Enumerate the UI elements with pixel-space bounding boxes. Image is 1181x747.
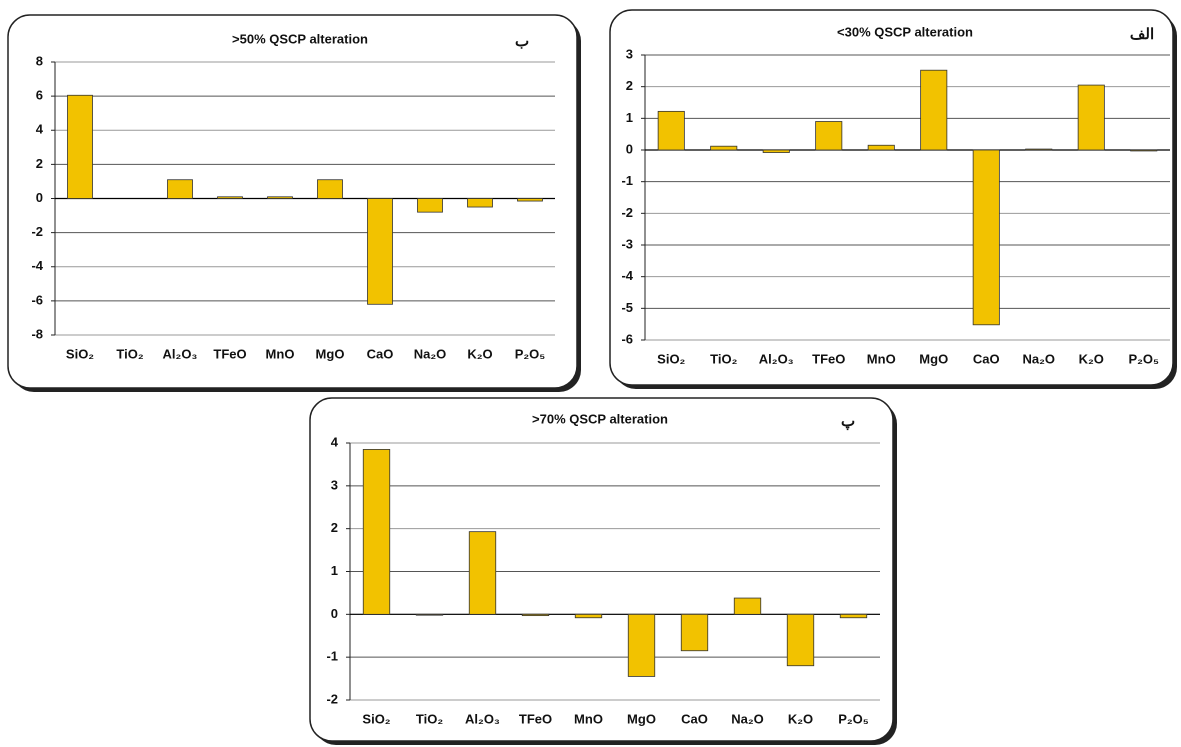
- bar: [67, 94, 93, 199]
- panel-label: الف: [1130, 26, 1154, 43]
- y-tick-label: 3: [331, 477, 338, 492]
- x-tick-label: CaO: [681, 711, 708, 726]
- y-tick-label: -2: [621, 205, 633, 220]
- x-tick-label: MgO: [316, 346, 345, 361]
- y-tick-label: 0: [626, 141, 633, 156]
- x-tick-label: P₂O₅: [1128, 351, 1159, 366]
- y-tick-label: -2: [326, 691, 338, 706]
- bar: [733, 597, 762, 615]
- bar: [1130, 149, 1158, 152]
- y-tick-label: -1: [621, 173, 633, 188]
- x-tick-label: SiO₂: [66, 346, 94, 361]
- x-tick-label: MnO: [574, 711, 603, 726]
- y-tick-label: 4: [331, 434, 339, 449]
- bar: [867, 144, 895, 151]
- y-tick-label: -2: [31, 224, 43, 239]
- chart-title: >70% QSCP alteration: [532, 411, 668, 426]
- panel-label: ب: [515, 33, 529, 50]
- bar: [627, 613, 656, 677]
- y-tick-label: -5: [621, 300, 633, 315]
- x-tick-label: MgO: [919, 351, 948, 366]
- chart-title: >50% QSCP alteration: [232, 31, 368, 46]
- bar: [468, 531, 497, 615]
- bar: [786, 613, 815, 667]
- x-tick-label: TFeO: [812, 351, 845, 366]
- y-tick-label: 0: [331, 606, 338, 621]
- y-tick-label: -6: [31, 292, 43, 307]
- x-tick-label: K₂O: [788, 711, 813, 726]
- y-tick-label: -4: [31, 258, 43, 273]
- x-tick-label: SiO₂: [657, 351, 685, 366]
- x-tick-label: P₂O₅: [838, 711, 869, 726]
- bar: [839, 613, 868, 619]
- bar: [762, 149, 790, 153]
- y-tick-label: 8: [36, 53, 43, 68]
- y-tick-label: 4: [36, 122, 44, 137]
- x-tick-label: Na₂O: [1022, 351, 1055, 366]
- x-tick-label: Al₂O₃: [759, 351, 794, 366]
- y-tick-label: 2: [36, 156, 43, 171]
- x-tick-label: P₂O₅: [515, 346, 546, 361]
- bar: [317, 179, 343, 199]
- bar: [517, 198, 543, 202]
- y-tick-label: -6: [621, 331, 633, 346]
- bar: [1025, 148, 1053, 151]
- x-tick-label: SiO₂: [362, 711, 390, 726]
- bar: [657, 110, 685, 151]
- bar: [574, 613, 603, 619]
- x-tick-label: K₂O: [1079, 351, 1104, 366]
- y-tick-label: 6: [36, 88, 43, 103]
- y-tick-label: 2: [626, 78, 633, 93]
- y-tick-label: 1: [626, 110, 633, 125]
- panel-frame: [309, 397, 894, 742]
- x-tick-label: TiO₂: [416, 711, 443, 726]
- x-tick-label: Na₂O: [414, 346, 447, 361]
- y-tick-label: 1: [331, 563, 338, 578]
- bar: [217, 196, 243, 199]
- bar: [1077, 84, 1105, 151]
- bar: [815, 121, 843, 151]
- panel-label: پ: [841, 413, 855, 431]
- x-tick-label: Al₂O₃: [163, 346, 198, 361]
- y-tick-label: -4: [621, 268, 633, 283]
- panel-frame: [609, 9, 1174, 386]
- bar: [467, 198, 493, 208]
- y-tick-label: -8: [31, 326, 43, 341]
- bar: [417, 198, 443, 213]
- x-tick-label: Na₂O: [731, 711, 764, 726]
- bar: [680, 613, 709, 652]
- bar: [415, 613, 444, 616]
- bar: [521, 613, 550, 617]
- x-tick-label: MnO: [266, 346, 295, 361]
- bar: [972, 149, 1000, 326]
- x-tick-label: TFeO: [519, 711, 552, 726]
- panel-frame: [7, 14, 578, 389]
- x-tick-label: CaO: [367, 346, 394, 361]
- x-tick-label: K₂O: [467, 346, 492, 361]
- x-tick-label: MgO: [627, 711, 656, 726]
- x-tick-label: Al₂O₃: [465, 711, 500, 726]
- y-tick-label: -1: [326, 649, 338, 664]
- bar: [710, 145, 738, 151]
- y-tick-label: 2: [331, 520, 338, 535]
- bar: [920, 69, 948, 151]
- y-tick-label: 0: [36, 190, 43, 205]
- x-tick-label: TiO₂: [710, 351, 737, 366]
- x-tick-label: TiO₂: [116, 346, 143, 361]
- y-tick-label: -3: [621, 236, 633, 251]
- y-tick-label: 3: [626, 46, 633, 61]
- x-tick-label: CaO: [973, 351, 1000, 366]
- bar: [167, 179, 193, 199]
- chart-title: <30% QSCP alteration: [837, 24, 973, 39]
- bar: [362, 449, 391, 615]
- x-tick-label: MnO: [867, 351, 896, 366]
- bar: [267, 196, 293, 199]
- bar: [367, 198, 393, 305]
- x-tick-label: TFeO: [213, 346, 246, 361]
